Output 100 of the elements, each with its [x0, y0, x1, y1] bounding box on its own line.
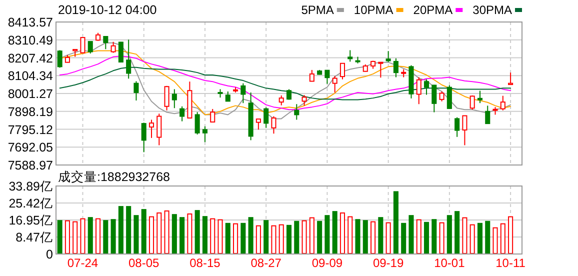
bar [271, 225, 276, 254]
bar [424, 222, 430, 254]
bar [340, 212, 345, 254]
candlestick [378, 61, 384, 78]
bar [57, 220, 62, 254]
bar [401, 222, 406, 254]
candlestick [500, 95, 506, 111]
bar [248, 217, 254, 254]
x-tick-label: 08-27 [250, 256, 282, 270]
legend-label: 20PMA [413, 3, 453, 17]
bar [141, 209, 146, 254]
bar [156, 212, 162, 254]
bar [408, 215, 414, 254]
candlestick [278, 94, 284, 106]
x-tick-label: 09-19 [372, 256, 404, 270]
bar [370, 221, 376, 254]
bar [432, 219, 437, 254]
bar [378, 217, 384, 254]
bar [332, 211, 338, 254]
bar [256, 225, 261, 254]
bar [348, 216, 353, 254]
candlestick [88, 41, 93, 54]
candlestick [210, 108, 216, 123]
candlestick [156, 113, 162, 146]
candlestick [271, 116, 276, 134]
bar [362, 220, 368, 254]
bar [508, 216, 514, 254]
candlestick [432, 84, 437, 113]
bar [95, 218, 101, 254]
y-tick-label: 25.42亿 [8, 196, 53, 210]
candlestick [485, 105, 490, 124]
candlestick [508, 72, 514, 86]
bar [439, 222, 444, 254]
y-tick-label: 8104.34 [8, 69, 54, 84]
bar [240, 222, 246, 254]
candlestick [294, 104, 300, 120]
bar [88, 217, 93, 254]
x-tick-label: 09-09 [312, 256, 343, 270]
bar [477, 222, 483, 254]
bar [72, 221, 78, 254]
candlestick [340, 62, 345, 80]
x-tick-label: 10-01 [434, 256, 466, 270]
candlestick [416, 76, 422, 105]
bar [126, 206, 132, 254]
candlestick [470, 94, 475, 110]
candlestick [103, 36, 108, 50]
bar [225, 222, 230, 254]
candlestick [424, 78, 430, 96]
candlestick [302, 94, 307, 106]
candlestick [324, 69, 330, 84]
bar [80, 218, 86, 254]
bar [180, 217, 185, 254]
bar [202, 216, 208, 254]
bar [324, 215, 330, 254]
candlestick [286, 88, 292, 100]
y-tick-label: 0 [46, 248, 54, 262]
bar [454, 211, 460, 254]
y-tick-label: 8413.57 [8, 16, 54, 30]
x-tick-label: 10-11 [496, 256, 526, 270]
candlestick [202, 126, 208, 143]
legend-label: 30PMA [472, 3, 512, 17]
bar [218, 219, 223, 254]
candlestick [439, 90, 444, 102]
candlestick [264, 106, 269, 128]
chart-title: 2019-10-12 04:00 [58, 3, 157, 17]
candlestick [110, 41, 116, 54]
candlestick [148, 119, 154, 138]
bar [492, 227, 498, 254]
bar [500, 223, 506, 254]
bar [286, 224, 292, 254]
bar [278, 224, 284, 254]
bar [233, 223, 238, 254]
candlestick [134, 80, 139, 101]
candlestick [454, 116, 460, 138]
y-tick-label: 7795.12 [8, 122, 54, 137]
bar [134, 215, 139, 254]
y-tick-label: 7898.19 [8, 104, 54, 119]
bar [416, 219, 422, 254]
bar [462, 217, 468, 254]
bar [386, 222, 391, 254]
y-tick-label: 8310.49 [8, 33, 54, 48]
bar [187, 213, 192, 254]
candlestick [446, 84, 452, 110]
candlestick [462, 115, 468, 146]
candlestick [180, 106, 185, 122]
bar [294, 220, 300, 254]
candlestick [118, 41, 124, 63]
bar [148, 216, 154, 254]
bar [164, 210, 170, 254]
bar [210, 218, 216, 254]
y-tick-label: 7588.97 [8, 158, 54, 172]
y-tick-label: 8.47亿 [16, 230, 53, 245]
bar [470, 224, 475, 254]
bar [110, 219, 116, 254]
candlestick [332, 76, 338, 94]
bar [64, 220, 70, 254]
y-tick-label: 7692.05 [8, 140, 54, 155]
candlestick [80, 37, 86, 54]
candlestick [126, 39, 132, 80]
y-tick-label: 8207.42 [8, 51, 54, 66]
